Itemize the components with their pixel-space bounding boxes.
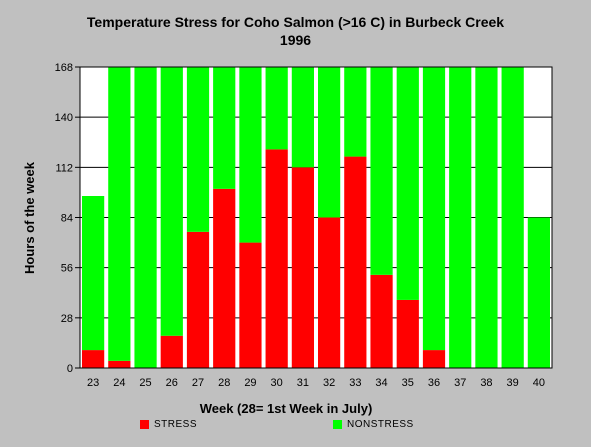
- bar-stress-week-24: [108, 360, 131, 368]
- bar-nonstress-week-25: [134, 67, 157, 368]
- bar-nonstress-week-33: [344, 67, 367, 157]
- x-tick-label: 27: [192, 377, 204, 389]
- bar-nonstress-week-26: [160, 67, 183, 336]
- y-tick-label: 168: [55, 62, 73, 74]
- y-tick-label: 112: [55, 162, 73, 174]
- bar-nonstress-week-36: [422, 67, 446, 351]
- y-tick-label: 28: [61, 313, 73, 325]
- bar-stress-week-26: [160, 335, 183, 368]
- legend-swatch-stress: [140, 420, 149, 429]
- y-tick-label: 140: [55, 112, 73, 124]
- bar-stress-week-29: [239, 242, 262, 368]
- bar-stress-week-36: [422, 350, 446, 368]
- bar-nonstress-week-34: [370, 67, 393, 275]
- y-axis-label: Hours of the week: [22, 161, 37, 274]
- chart-subtitle: 1996: [279, 32, 312, 48]
- bar-stress-week-33: [344, 156, 367, 368]
- y-tick-label: 84: [61, 213, 73, 225]
- bar-nonstress-week-38: [475, 67, 498, 368]
- gridlines: [80, 116, 552, 319]
- bar-stress-week-32: [318, 217, 341, 368]
- x-tick-label: 36: [428, 377, 440, 389]
- x-axis: 23 24 25 26 27 28 29 30 31 32 33 34 35 36 37 38 39 40: [87, 377, 545, 389]
- x-tick-label: 26: [166, 377, 178, 389]
- bar-nonstress-week-29: [239, 67, 262, 243]
- x-tick-label: 25: [139, 377, 151, 389]
- y-tick-label: 0: [67, 363, 73, 375]
- x-tick-label: 39: [507, 377, 519, 389]
- x-tick-label: 32: [323, 377, 335, 389]
- x-tick-label: 30: [271, 377, 283, 389]
- bar-nonstress-week-27: [186, 67, 210, 232]
- x-axis-label: Week (28= 1st Week in July): [200, 401, 373, 416]
- bar-nonstress-week-28: [213, 67, 236, 189]
- x-tick-label: 29: [244, 377, 256, 389]
- bar-nonstress-week-39: [501, 67, 524, 368]
- x-tick-label: 23: [87, 377, 99, 389]
- x-tick-label: 33: [349, 377, 361, 389]
- legend-swatch-nonstress: [333, 420, 342, 429]
- legend-label-nonstress: NONSTRESS: [347, 419, 414, 430]
- x-tick-label: 35: [402, 377, 414, 389]
- bar-stress-week-28: [213, 188, 236, 368]
- bar-nonstress-week-32: [318, 67, 341, 218]
- bar-stress-week-34: [370, 274, 393, 368]
- bar-stress-week-35: [396, 299, 419, 368]
- x-tick-label: 31: [297, 377, 309, 389]
- bar-nonstress-week-30: [265, 67, 288, 150]
- bar-stress-week-23: [82, 350, 105, 368]
- x-tick-label: 34: [375, 377, 387, 389]
- x-tick-label: 40: [533, 377, 545, 389]
- bar-nonstress-week-35: [396, 67, 419, 300]
- x-tick-label: 37: [454, 377, 466, 389]
- chart-title: Temperature Stress for Coho Salmon (>16 …: [86, 14, 505, 30]
- bar-stress-week-31: [291, 167, 314, 368]
- bar-nonstress-week-23: [82, 196, 105, 351]
- bar-nonstress-week-31: [291, 67, 314, 168]
- y-tick-label: 56: [61, 263, 73, 275]
- x-tick-label: 24: [113, 377, 125, 389]
- bar-nonstress-week-37: [449, 67, 472, 368]
- bars: [82, 67, 550, 368]
- bar-nonstress-week-40: [527, 217, 550, 368]
- x-tick-label: 38: [480, 377, 492, 389]
- x-tick-label: 28: [218, 377, 230, 389]
- y-axis: 0 28 56 84 112 140 168: [55, 62, 80, 375]
- bar-stress-week-30: [265, 149, 288, 368]
- bar-nonstress-week-24: [108, 67, 131, 361]
- legend-label-stress: STRESS: [154, 419, 198, 430]
- bar-stress-week-27: [186, 231, 210, 368]
